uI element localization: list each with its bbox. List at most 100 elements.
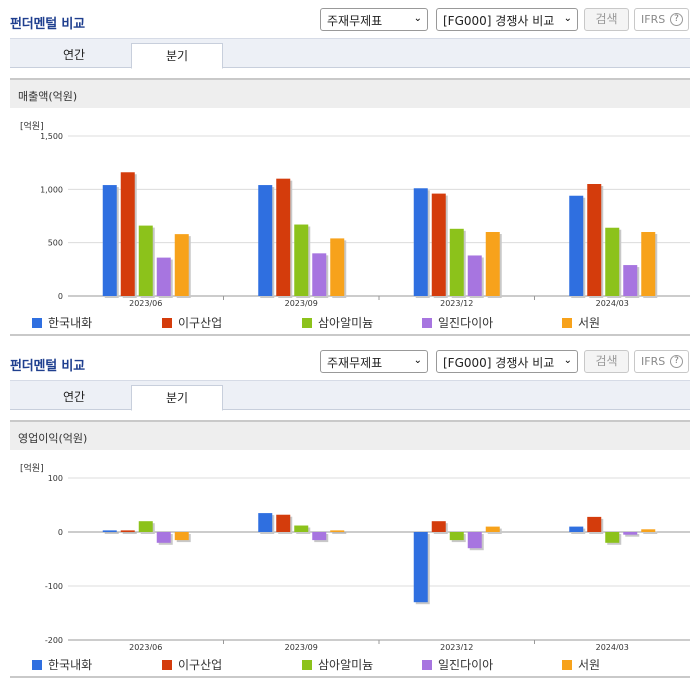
- bar: [330, 530, 345, 532]
- legend-label: 이구산업: [178, 658, 223, 672]
- tab-annual[interactable]: 연간: [62, 48, 86, 62]
- legend-swatch: [162, 660, 172, 670]
- bar: [641, 529, 656, 532]
- chart-panel: 매출액(억원) [억원] 0 500 1,000 1,500 2023/06 2023/0…: [10, 78, 690, 336]
- fundamental-section-sales: 펀더멘털 비교 주재무제표 ⌄ [FG000] 경쟁사 비교 ⌄ 검색 IFRS? …: [10, 8, 690, 336]
- x-tick-label: 2023/12: [440, 299, 473, 308]
- y-tick-label: 500: [48, 239, 63, 248]
- unit-label: [억원]: [20, 464, 44, 474]
- legend-swatch: [302, 660, 312, 670]
- bar: [605, 227, 620, 296]
- bar: [312, 253, 327, 296]
- panel-title: 영업이익(억원): [18, 432, 88, 445]
- fundamental-section-operating-profit: 펀더멘털 비교 주재무제표 ⌄ [FG000] 경쟁사 비교 ⌄ 검색 IFRS? …: [0, 342, 696, 684]
- legend-label: 서원: [578, 658, 601, 672]
- legend-item[interactable]: 삼아알미늄: [302, 314, 373, 331]
- tab-quarterly[interactable]: 분기: [131, 43, 223, 69]
- y-tick-label: -200: [45, 636, 63, 645]
- compare-select[interactable]: [FG000] 경쟁사 비교 ⌄: [436, 8, 578, 31]
- panel-header: 영업이익(억원): [10, 420, 690, 450]
- bar: [587, 516, 602, 532]
- operating-profit-bar-chart: -200 -100 0 100 2023/06 2023/09 2023/12 2024/03: [45, 474, 690, 650]
- legend-item[interactable]: 서원: [562, 314, 600, 331]
- bar: [467, 255, 482, 296]
- bar: [413, 188, 428, 296]
- bar: [587, 184, 602, 296]
- help-icon: ?: [670, 13, 683, 26]
- search-button[interactable]: 검색: [584, 8, 629, 31]
- chart-legend: 한국내화 이구산업 삼아알미늄 일진다이아 서원: [32, 314, 692, 330]
- help-icon: ?: [670, 355, 683, 368]
- legend-item[interactable]: 한국내화: [32, 314, 92, 331]
- section-title: 펀더멘털 비교: [10, 359, 85, 374]
- bar: [102, 530, 117, 532]
- y-tick-label: 1,000: [40, 185, 63, 194]
- ifrs-label: IFRS: [641, 13, 666, 26]
- legend-swatch: [562, 660, 572, 670]
- legend-swatch: [422, 660, 432, 670]
- period-tabs: 연간 분기: [10, 380, 690, 411]
- bar-shadow: [643, 531, 658, 534]
- bar: [467, 532, 482, 549]
- legend-label: 일진다이아: [438, 316, 494, 330]
- bar: [485, 526, 500, 532]
- sales-bar-chart: 0 500 1,000 1,500 2023/06 2023/09 2023/12 2024/…: [40, 132, 690, 308]
- bar: [120, 172, 135, 296]
- legend-item[interactable]: 일진다이아: [422, 656, 493, 673]
- legend-swatch: [32, 318, 42, 328]
- legend-item[interactable]: 일진다이아: [422, 314, 493, 331]
- legend-item[interactable]: 이구산업: [162, 656, 222, 673]
- section-title: 펀더멘털 비교: [10, 17, 85, 32]
- legend-label: 서원: [578, 316, 601, 330]
- chevron-down-icon: ⌄: [563, 13, 572, 24]
- legend-label: 이구산업: [178, 316, 223, 330]
- x-tick-label: 2023/12: [440, 643, 473, 650]
- bar: [449, 532, 464, 541]
- tab-annual[interactable]: 연간: [62, 390, 86, 404]
- bar: [258, 185, 273, 296]
- bar-shadow: [332, 532, 347, 534]
- legend-item[interactable]: 삼아알미늄: [302, 656, 373, 673]
- bar: [276, 178, 291, 296]
- bar-shadow: [625, 534, 640, 537]
- legend-swatch: [32, 660, 42, 670]
- ifrs-button[interactable]: IFRS?: [634, 8, 689, 31]
- ifrs-button[interactable]: IFRS?: [634, 350, 689, 373]
- bar: [569, 195, 584, 296]
- legend-swatch: [562, 318, 572, 328]
- y-tick-label: -100: [45, 582, 63, 591]
- legend-item[interactable]: 서원: [562, 656, 600, 673]
- legend-label: 한국내화: [48, 316, 93, 330]
- chevron-down-icon: ⌄: [413, 13, 422, 24]
- legend-swatch: [162, 318, 172, 328]
- legend-label: 삼아알미늄: [318, 316, 374, 330]
- ifrs-label: IFRS: [641, 355, 666, 368]
- bar: [294, 525, 309, 532]
- bar: [431, 193, 446, 296]
- statement-select-value: 주재무제표: [327, 356, 383, 370]
- compare-select-value: [FG000] 경쟁사 비교: [443, 356, 555, 370]
- legend-swatch: [302, 318, 312, 328]
- statement-select[interactable]: 주재무제표 ⌄: [320, 350, 428, 373]
- search-button[interactable]: 검색: [584, 350, 629, 373]
- bar: [138, 521, 153, 532]
- bar: [312, 532, 327, 541]
- unit-label: [억원]: [20, 122, 44, 132]
- bar: [258, 513, 273, 532]
- bar: [485, 232, 500, 296]
- compare-select[interactable]: [FG000] 경쟁사 비교 ⌄: [436, 350, 578, 373]
- statement-select[interactable]: 주재무제표 ⌄: [320, 8, 428, 31]
- legend-item[interactable]: 한국내화: [32, 656, 92, 673]
- legend-swatch: [422, 318, 432, 328]
- legend-label: 일진다이아: [438, 658, 494, 672]
- bar: [294, 224, 309, 296]
- chevron-down-icon: ⌄: [563, 355, 572, 366]
- legend-label: 삼아알미늄: [318, 658, 374, 672]
- tab-quarterly[interactable]: 분기: [131, 385, 223, 411]
- legend-item[interactable]: 이구산업: [162, 314, 222, 331]
- bar: [174, 532, 189, 541]
- bar: [605, 532, 620, 543]
- x-tick-label: 2023/06: [129, 643, 162, 650]
- y-tick-label: 100: [48, 474, 63, 483]
- bar: [276, 514, 291, 532]
